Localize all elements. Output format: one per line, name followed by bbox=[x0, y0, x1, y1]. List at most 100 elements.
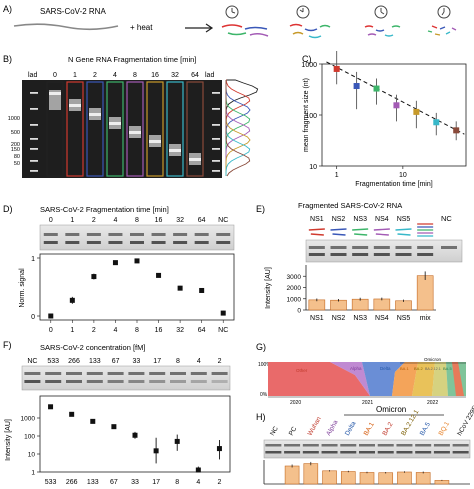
gel-band bbox=[194, 233, 209, 236]
gel-band bbox=[130, 233, 144, 236]
gel-band bbox=[340, 451, 357, 454]
gel-band bbox=[359, 444, 375, 447]
fragment-size-chart: 10 100 1000 1 10 Fragmentation time [min] mean… bbox=[301, 50, 467, 188]
y-tick-label: 1000 bbox=[21, 416, 36, 423]
fragment-mark bbox=[373, 228, 390, 231]
bar bbox=[322, 470, 337, 485]
ladder-size-label: 500 bbox=[11, 130, 20, 136]
time-label: 64 bbox=[191, 72, 199, 79]
fragments-4 bbox=[427, 25, 457, 36]
y-tick-label: 0 bbox=[297, 308, 301, 315]
panel-g-letter: G) bbox=[256, 342, 266, 352]
panel-b: B) N Gene RNA Fragmentation time [min] l… bbox=[3, 54, 259, 178]
intensity-bar-chart: 0 1000 2000 3000 Intensity [AU] NS1 NS2 NS3 NS4 N… bbox=[265, 265, 436, 322]
gel-band bbox=[452, 451, 469, 454]
data-point bbox=[373, 85, 380, 92]
gel-band bbox=[417, 253, 434, 256]
ladder-band bbox=[30, 160, 38, 162]
data-point bbox=[199, 287, 205, 293]
data-point bbox=[112, 260, 118, 266]
y-axis-label: Norm. signal bbox=[19, 268, 26, 308]
panel-a: A) SARS-CoV-2 RNA + heat bbox=[3, 4, 457, 39]
gel-band bbox=[128, 380, 145, 383]
fragment-mark bbox=[397, 233, 411, 236]
y-axis-label: Intensity [AU] bbox=[5, 419, 12, 461]
gel-band bbox=[359, 451, 375, 454]
panel-f-letter: F) bbox=[3, 340, 12, 350]
fragments-1 bbox=[221, 24, 269, 37]
ladder-band bbox=[30, 148, 38, 150]
data-point bbox=[393, 102, 400, 109]
x-tick-label: mix bbox=[420, 315, 431, 322]
gel-lanes bbox=[30, 81, 220, 177]
lane-label: 133 bbox=[89, 358, 101, 365]
bar bbox=[397, 471, 412, 485]
panel-e-title: Fragmented SARS-CoV-2 RNA bbox=[298, 201, 402, 210]
data-point bbox=[153, 448, 159, 454]
gel-band bbox=[308, 253, 325, 256]
gel-band bbox=[211, 380, 228, 383]
gel-band bbox=[45, 380, 62, 383]
panel-g: G) 100% 0% Other Alpha Delta BA.1 BA.2 B… bbox=[256, 342, 466, 406]
variant-ba2: BA.2 bbox=[414, 366, 423, 371]
bar bbox=[330, 299, 347, 311]
lane-labels: NC 533 266 133 67 33 17 8 4 2 bbox=[27, 358, 221, 365]
time-labels: 0 1 2 4 8 16 32 64 bbox=[53, 72, 199, 79]
lane-outline bbox=[106, 81, 124, 177]
axis-top-label: 100% bbox=[258, 362, 271, 368]
x-tick-label: NS5 bbox=[397, 315, 411, 322]
main-band bbox=[89, 113, 101, 116]
lane-label: BQ.1 bbox=[438, 420, 452, 437]
gel-band bbox=[128, 372, 145, 375]
main-band bbox=[189, 158, 201, 161]
lane-labels: NS1 NS2 NS3 NS4 NS5 bbox=[310, 216, 410, 223]
x-tick-label: NS2 bbox=[332, 315, 346, 322]
ladder-band bbox=[212, 108, 220, 110]
plot-frame bbox=[321, 63, 467, 167]
plot-frame bbox=[39, 253, 235, 321]
gel-band bbox=[86, 380, 103, 383]
panel-f-title: SARS-CoV-2 concentration [fM] bbox=[40, 343, 145, 352]
variant-ba1: BA.1 bbox=[400, 366, 409, 371]
bar bbox=[416, 275, 434, 311]
lane-label: NS1 bbox=[310, 216, 324, 223]
bar bbox=[340, 471, 356, 485]
gel-band bbox=[107, 380, 124, 383]
x-tick-label: 266 bbox=[66, 479, 78, 486]
time-label: 1 bbox=[73, 72, 77, 79]
gel-band bbox=[395, 246, 412, 249]
concentration-chart: 1 10 100 1000 Intensity [AU] 533 266 133 67 33 17 8… bbox=[5, 395, 231, 486]
gel-band bbox=[151, 233, 166, 236]
lane-outline bbox=[86, 81, 104, 177]
x-tick-label: 2 bbox=[217, 479, 221, 486]
gel-band bbox=[86, 233, 101, 236]
ladder-size-label: 1000 bbox=[8, 116, 20, 122]
x-tick-label: 4 bbox=[196, 479, 200, 486]
fragment-mark bbox=[352, 228, 369, 231]
x-tick-label: NS3 bbox=[353, 315, 367, 322]
gel-f-bands bbox=[24, 372, 228, 383]
data-point bbox=[156, 272, 162, 278]
gel-band bbox=[308, 246, 325, 249]
data-point bbox=[48, 313, 54, 319]
x-tick-label: 32 bbox=[176, 327, 184, 334]
gel-band bbox=[43, 241, 58, 244]
panel-b-title: N Gene RNA Fragmentation time [min] bbox=[68, 55, 196, 64]
ladder-band bbox=[30, 92, 38, 94]
lane-outline bbox=[186, 81, 204, 177]
gel-band bbox=[302, 451, 319, 454]
lane-label: NS4 bbox=[375, 216, 389, 223]
fit-line bbox=[326, 61, 465, 135]
gel-band bbox=[65, 233, 80, 236]
clock-icon bbox=[437, 5, 451, 19]
gel-f bbox=[21, 365, 231, 391]
gel-band bbox=[194, 241, 209, 244]
lane-outline bbox=[166, 81, 184, 177]
lane-labels: 0 1 2 4 8 16 32 64 NC bbox=[49, 217, 228, 224]
panel-c-letter: C) bbox=[302, 54, 312, 64]
time-label: 8 bbox=[133, 72, 137, 79]
bar bbox=[284, 465, 300, 485]
data-point bbox=[90, 418, 96, 424]
